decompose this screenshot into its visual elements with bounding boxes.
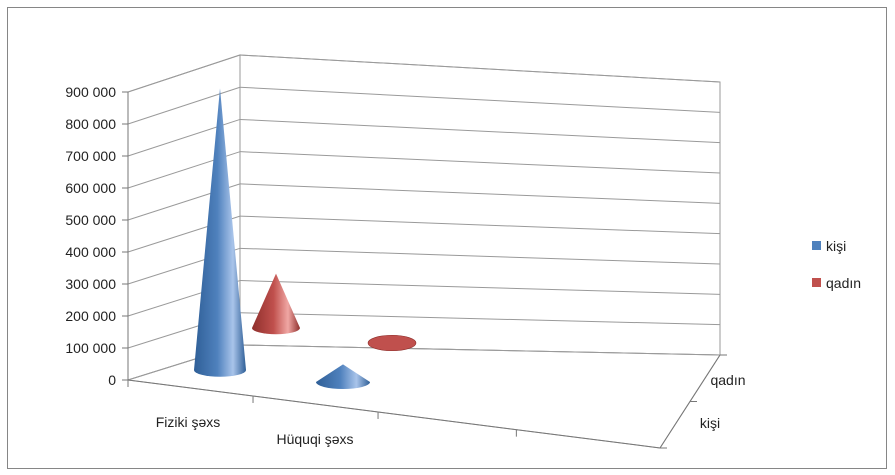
chart-marks [194,88,417,390]
cone-qadin-fiziki [252,273,300,335]
legend-swatch [812,241,821,250]
gridline-back [239,344,721,356]
gridline-back [239,280,721,295]
cone-kisi-fiziki [194,88,246,377]
gridline-back [239,312,721,326]
y-tick-labels: 0 100 000 200 000 300 000 400 000 500 000 600 … [65,84,116,388]
legend-label: kişi [826,238,846,254]
category-label: Hüquqi şəxs [276,431,353,447]
depth-label: qadın [710,372,745,388]
y-tick-label: 0 [108,372,116,388]
y-tick-label: 100 000 [65,340,116,356]
y-tick-label: 600 000 [65,180,116,196]
cone-kisi-huquqi [316,364,370,390]
gridline-side [127,54,241,93]
category-labels: Fiziki şəxs Hüquqi şəxs kişi qadın [156,372,746,447]
cone-body [252,273,300,335]
legend-label: qadın [826,275,861,291]
y-tick-label: 500 000 [65,212,116,228]
cone-body [194,88,246,377]
y-tick-label: 900 000 [65,84,116,100]
cone-flat [367,334,417,352]
y-tick-label: 800 000 [65,116,116,132]
depth-label: kişi [700,415,720,431]
gridline-back [239,215,721,235]
gridline-side [127,86,241,125]
y-tick-label: 700 000 [65,148,116,164]
gridline-back [239,118,721,144]
legend: kişi qadın [812,238,861,291]
cone-body [316,364,370,390]
y-tick-label: 300 000 [65,276,116,292]
y-tick-label: 400 000 [65,244,116,260]
cone-qadin-huquqi [367,334,417,352]
x-axis [127,379,661,449]
gridline-back [239,151,721,174]
gridline-back [239,54,721,83]
gridline-back [239,86,721,113]
gridline-back [239,247,721,265]
gridline-back [239,183,721,204]
legend-swatch [812,278,821,287]
y-tick-label: 200 000 [65,308,116,324]
axes [122,91,727,449]
category-label: Fiziki şəxs [156,414,221,430]
